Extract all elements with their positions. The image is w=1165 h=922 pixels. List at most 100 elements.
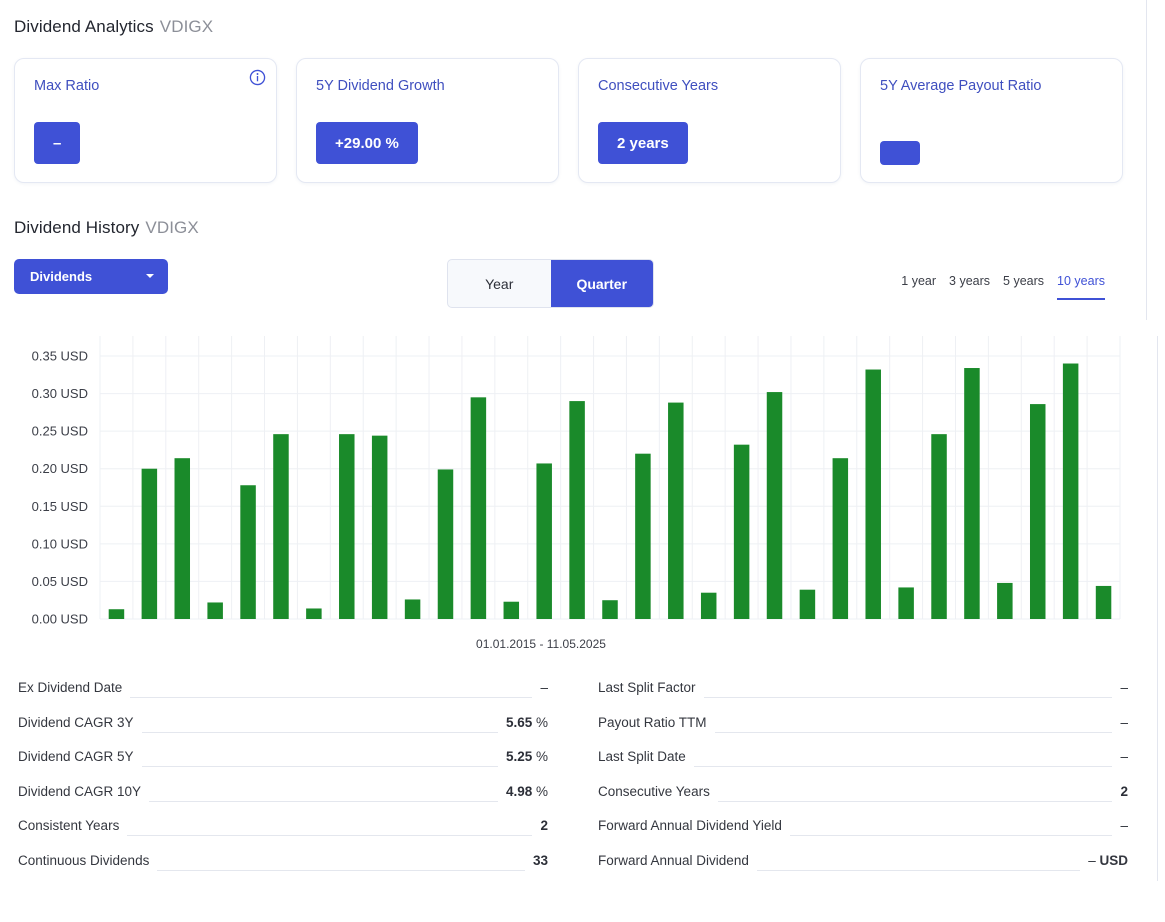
card-value: +29.00 % xyxy=(316,122,418,164)
dividend-bar[interactable] xyxy=(1095,585,1112,619)
stat-leader-line xyxy=(127,835,533,837)
stat-row: Dividend CAGR 3Y 5.65 % xyxy=(18,715,548,750)
dividend-bar[interactable] xyxy=(931,434,947,619)
dividend-bar[interactable] xyxy=(569,401,585,619)
dividend-bar[interactable] xyxy=(766,392,783,619)
stat-value-number: 5.65 xyxy=(505,714,533,730)
card-consecutive-years: Consecutive Years 2 years xyxy=(578,58,841,183)
dividend-bar[interactable] xyxy=(306,608,322,619)
toggle-quarter[interactable]: Quarter xyxy=(550,260,653,307)
range-5-years[interactable]: 5 years xyxy=(1003,274,1045,288)
dividend-bar[interactable] xyxy=(207,602,223,619)
dividend-bar[interactable] xyxy=(503,601,520,619)
stats-left: Ex Dividend Date – Dividend CAGR 3Y 5.65 % D… xyxy=(18,680,548,888)
stat-leader-line xyxy=(789,835,1113,837)
dividend-bar[interactable] xyxy=(108,609,125,619)
stat-key: Forward Annual Dividend Yield xyxy=(598,818,782,834)
stat-key: Ex Dividend Date xyxy=(18,680,123,695)
stat-value: – xyxy=(1112,749,1128,764)
dividend-bar[interactable] xyxy=(404,599,421,619)
stat-leader-line xyxy=(693,766,1113,768)
dividend-bar[interactable] xyxy=(865,369,881,619)
stat-key: Dividend CAGR 3Y xyxy=(18,714,134,730)
card-max-ratio: Max Ratio – xyxy=(14,58,277,183)
dividend-bar[interactable] xyxy=(339,434,355,619)
dividend-bar[interactable] xyxy=(1029,404,1046,619)
dividend-bar[interactable] xyxy=(799,589,816,619)
stat-key: Consecutive Years xyxy=(598,783,710,799)
dividend-bar[interactable] xyxy=(733,444,750,619)
dividend-bar[interactable] xyxy=(602,600,618,619)
dividend-bar[interactable] xyxy=(240,485,256,619)
stat-value: 2 xyxy=(532,818,548,833)
stat-value-number: 5.25 xyxy=(505,749,533,765)
card-label: 5Y Dividend Growth xyxy=(316,78,445,94)
period-toggle: Year Quarter xyxy=(447,259,654,308)
stat-row: Payout Ratio TTM – xyxy=(598,715,1128,750)
history-title: Dividend History VDIGX xyxy=(14,218,199,238)
stat-leader-line xyxy=(141,731,498,733)
dividend-bar[interactable] xyxy=(470,397,487,619)
analytics-ticker: VDIGX xyxy=(159,17,214,36)
stat-value-unit: % xyxy=(532,714,548,730)
toggle-year[interactable]: Year xyxy=(485,275,514,292)
dividend-bar[interactable] xyxy=(371,435,388,619)
stat-key: Last Split Date xyxy=(598,749,686,765)
range-10-years[interactable]: 10 years xyxy=(1057,274,1105,300)
dividend-bar[interactable] xyxy=(273,434,289,619)
stat-value-number: 2 xyxy=(1120,783,1128,799)
stat-value-number: – xyxy=(540,680,548,695)
dividend-bar[interactable] xyxy=(700,592,717,619)
card-5y-average-payout-ratio: 5Y Average Payout Ratio xyxy=(860,58,1123,183)
stat-value: 5.65 % xyxy=(498,715,548,730)
dividend-bar[interactable] xyxy=(898,587,914,619)
stat-leader-line xyxy=(157,869,525,871)
card-value: 2 years xyxy=(598,122,688,164)
dividend-chart: 0.00 USD 0.05 USD 0.10 USD 0.15 USD 0.20 USD… xyxy=(0,336,1140,656)
stat-leader-line xyxy=(130,697,533,698)
stat-row: Forward Annual Dividend – USD xyxy=(598,853,1128,888)
card-5y-dividend-growth: 5Y Dividend Growth +29.00 % xyxy=(296,58,559,183)
dividend-bar[interactable] xyxy=(635,453,651,619)
dividend-bar[interactable] xyxy=(1062,363,1079,619)
card-label: Consecutive Years xyxy=(598,78,719,94)
dividend-bar[interactable] xyxy=(536,463,552,619)
stat-row: Last Split Date – xyxy=(598,749,1128,784)
stat-value: 33 xyxy=(525,853,548,868)
stat-value: – xyxy=(1112,715,1128,730)
stat-value-number: – xyxy=(1120,680,1128,695)
metric-dropdown[interactable]: Dividends xyxy=(14,259,168,294)
stat-value: – USD xyxy=(1080,853,1128,868)
dividend-bar[interactable] xyxy=(668,402,684,619)
stat-key: Forward Annual Dividend xyxy=(598,852,749,868)
dividend-bar[interactable] xyxy=(437,469,454,619)
stat-value-unit: % xyxy=(532,783,548,799)
card-value: – xyxy=(34,122,81,164)
history-ticker: VDIGX xyxy=(145,218,199,237)
stat-row: Last Split Factor – xyxy=(598,680,1128,715)
dividend-bar[interactable] xyxy=(141,468,158,619)
dividend-bar[interactable] xyxy=(832,458,849,619)
range-3-years[interactable]: 3 years xyxy=(949,274,991,288)
stat-leader-line xyxy=(703,697,1113,698)
stats-right: Last Split Factor – Payout Ratio TTM – Last … xyxy=(598,680,1128,888)
analytics-title-text: Dividend Analytics xyxy=(14,17,154,36)
stat-row: Ex Dividend Date – xyxy=(18,680,548,715)
dividend-bar[interactable] xyxy=(964,368,980,619)
stat-leader-line xyxy=(141,766,498,768)
dividend-bar[interactable] xyxy=(997,582,1013,619)
stat-key: Consistent Years xyxy=(18,818,120,834)
stat-row: Consecutive Years 2 xyxy=(598,784,1128,819)
stat-row: Dividend CAGR 5Y 5.25 % xyxy=(18,749,548,784)
stat-key: Payout Ratio TTM xyxy=(598,714,707,730)
range-tabs: 1 year 3 years 5 years 10 years xyxy=(901,274,1105,300)
stat-row: Dividend CAGR 10Y 4.98 % xyxy=(18,784,548,819)
stat-leader-line xyxy=(717,800,1113,802)
card-value xyxy=(880,141,920,165)
dividend-bar[interactable] xyxy=(174,458,191,619)
range-1-year[interactable]: 1 year xyxy=(901,274,937,288)
stat-row: Consistent Years 2 xyxy=(18,818,548,853)
stat-value-number: 2 xyxy=(540,818,548,834)
info-icon[interactable] xyxy=(249,69,266,86)
history-title-text: Dividend History xyxy=(14,218,140,237)
